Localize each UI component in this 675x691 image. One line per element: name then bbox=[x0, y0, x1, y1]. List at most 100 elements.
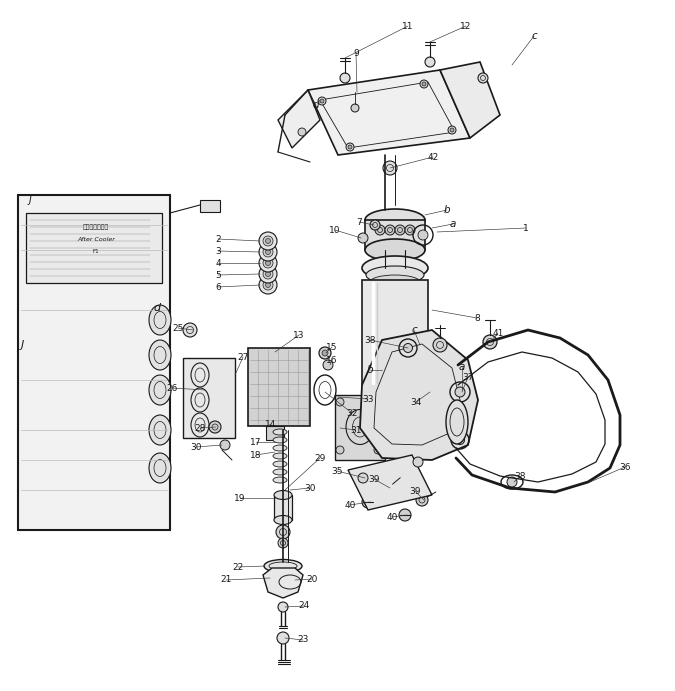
Text: 24: 24 bbox=[298, 601, 310, 611]
Circle shape bbox=[298, 128, 306, 136]
Text: 17: 17 bbox=[250, 437, 262, 446]
Circle shape bbox=[340, 73, 350, 83]
Circle shape bbox=[263, 247, 273, 257]
Polygon shape bbox=[278, 90, 320, 148]
Text: a: a bbox=[450, 219, 456, 229]
Circle shape bbox=[375, 225, 385, 235]
Ellipse shape bbox=[273, 477, 287, 483]
Text: 7: 7 bbox=[356, 218, 362, 227]
Bar bbox=[26, 213, 162, 283]
Polygon shape bbox=[440, 62, 500, 138]
Circle shape bbox=[420, 80, 428, 88]
Circle shape bbox=[383, 161, 397, 175]
Text: 6: 6 bbox=[215, 283, 221, 292]
Ellipse shape bbox=[149, 453, 171, 483]
Text: 16: 16 bbox=[326, 355, 338, 364]
Circle shape bbox=[382, 482, 394, 494]
Text: 34: 34 bbox=[410, 397, 422, 406]
Ellipse shape bbox=[273, 453, 287, 459]
Circle shape bbox=[418, 230, 428, 240]
Polygon shape bbox=[360, 330, 478, 460]
Circle shape bbox=[395, 225, 405, 235]
Circle shape bbox=[348, 145, 352, 149]
Polygon shape bbox=[263, 568, 303, 598]
Circle shape bbox=[259, 265, 277, 283]
Text: 30: 30 bbox=[190, 442, 202, 451]
Circle shape bbox=[265, 238, 271, 243]
Bar bbox=[365, 220, 425, 250]
Text: 35: 35 bbox=[331, 466, 343, 475]
Circle shape bbox=[448, 126, 456, 134]
Circle shape bbox=[320, 99, 324, 103]
Polygon shape bbox=[348, 455, 432, 510]
Circle shape bbox=[220, 440, 230, 450]
Text: 42: 42 bbox=[427, 153, 439, 162]
Circle shape bbox=[336, 446, 344, 454]
Ellipse shape bbox=[149, 415, 171, 445]
Text: 32: 32 bbox=[346, 408, 358, 417]
Circle shape bbox=[323, 360, 333, 370]
Bar bbox=[248, 348, 310, 426]
Ellipse shape bbox=[273, 437, 287, 443]
Text: b: b bbox=[443, 205, 450, 215]
Circle shape bbox=[358, 233, 368, 243]
Text: 38: 38 bbox=[514, 471, 526, 480]
Text: 10: 10 bbox=[329, 225, 341, 234]
Circle shape bbox=[507, 477, 517, 487]
Text: 40: 40 bbox=[386, 513, 398, 522]
Ellipse shape bbox=[370, 275, 420, 289]
Circle shape bbox=[478, 73, 488, 83]
Text: 37: 37 bbox=[462, 372, 474, 381]
Circle shape bbox=[278, 538, 288, 548]
Ellipse shape bbox=[384, 263, 406, 273]
Circle shape bbox=[385, 225, 395, 235]
Circle shape bbox=[265, 272, 271, 276]
Text: 3: 3 bbox=[215, 247, 221, 256]
Text: 31: 31 bbox=[350, 426, 362, 435]
Circle shape bbox=[259, 232, 277, 250]
Circle shape bbox=[259, 254, 277, 272]
Text: F1: F1 bbox=[92, 249, 99, 254]
Circle shape bbox=[362, 496, 374, 508]
Ellipse shape bbox=[365, 209, 425, 231]
Circle shape bbox=[455, 387, 465, 397]
Text: 36: 36 bbox=[619, 462, 630, 471]
Circle shape bbox=[183, 323, 197, 337]
Circle shape bbox=[358, 473, 368, 483]
Ellipse shape bbox=[273, 461, 287, 467]
Circle shape bbox=[265, 261, 271, 265]
Text: After Cooler: After Cooler bbox=[77, 236, 115, 241]
Ellipse shape bbox=[274, 515, 292, 524]
Circle shape bbox=[425, 57, 435, 67]
Circle shape bbox=[276, 525, 290, 539]
Circle shape bbox=[318, 97, 326, 105]
Text: 12: 12 bbox=[460, 21, 472, 30]
Circle shape bbox=[277, 632, 289, 644]
Ellipse shape bbox=[264, 560, 302, 573]
Circle shape bbox=[263, 269, 273, 279]
Bar bbox=[18, 195, 170, 530]
Ellipse shape bbox=[149, 375, 171, 405]
Ellipse shape bbox=[273, 469, 287, 475]
Text: c: c bbox=[411, 325, 417, 335]
Text: b: b bbox=[367, 365, 373, 375]
Circle shape bbox=[319, 347, 331, 359]
Circle shape bbox=[416, 494, 428, 506]
Circle shape bbox=[433, 338, 447, 352]
Text: アフタークーラ: アフタークーラ bbox=[83, 224, 109, 230]
Polygon shape bbox=[308, 70, 470, 155]
Text: 23: 23 bbox=[297, 636, 308, 645]
Circle shape bbox=[259, 243, 277, 261]
Circle shape bbox=[336, 398, 344, 406]
Text: 33: 33 bbox=[362, 395, 374, 404]
Ellipse shape bbox=[273, 429, 287, 435]
Circle shape bbox=[259, 276, 277, 294]
Text: 39: 39 bbox=[369, 475, 380, 484]
Text: 8: 8 bbox=[474, 314, 480, 323]
Text: 28: 28 bbox=[194, 424, 206, 433]
Ellipse shape bbox=[149, 340, 171, 370]
Circle shape bbox=[483, 335, 497, 349]
Circle shape bbox=[263, 280, 273, 290]
Ellipse shape bbox=[366, 266, 424, 284]
Text: 39: 39 bbox=[409, 486, 421, 495]
